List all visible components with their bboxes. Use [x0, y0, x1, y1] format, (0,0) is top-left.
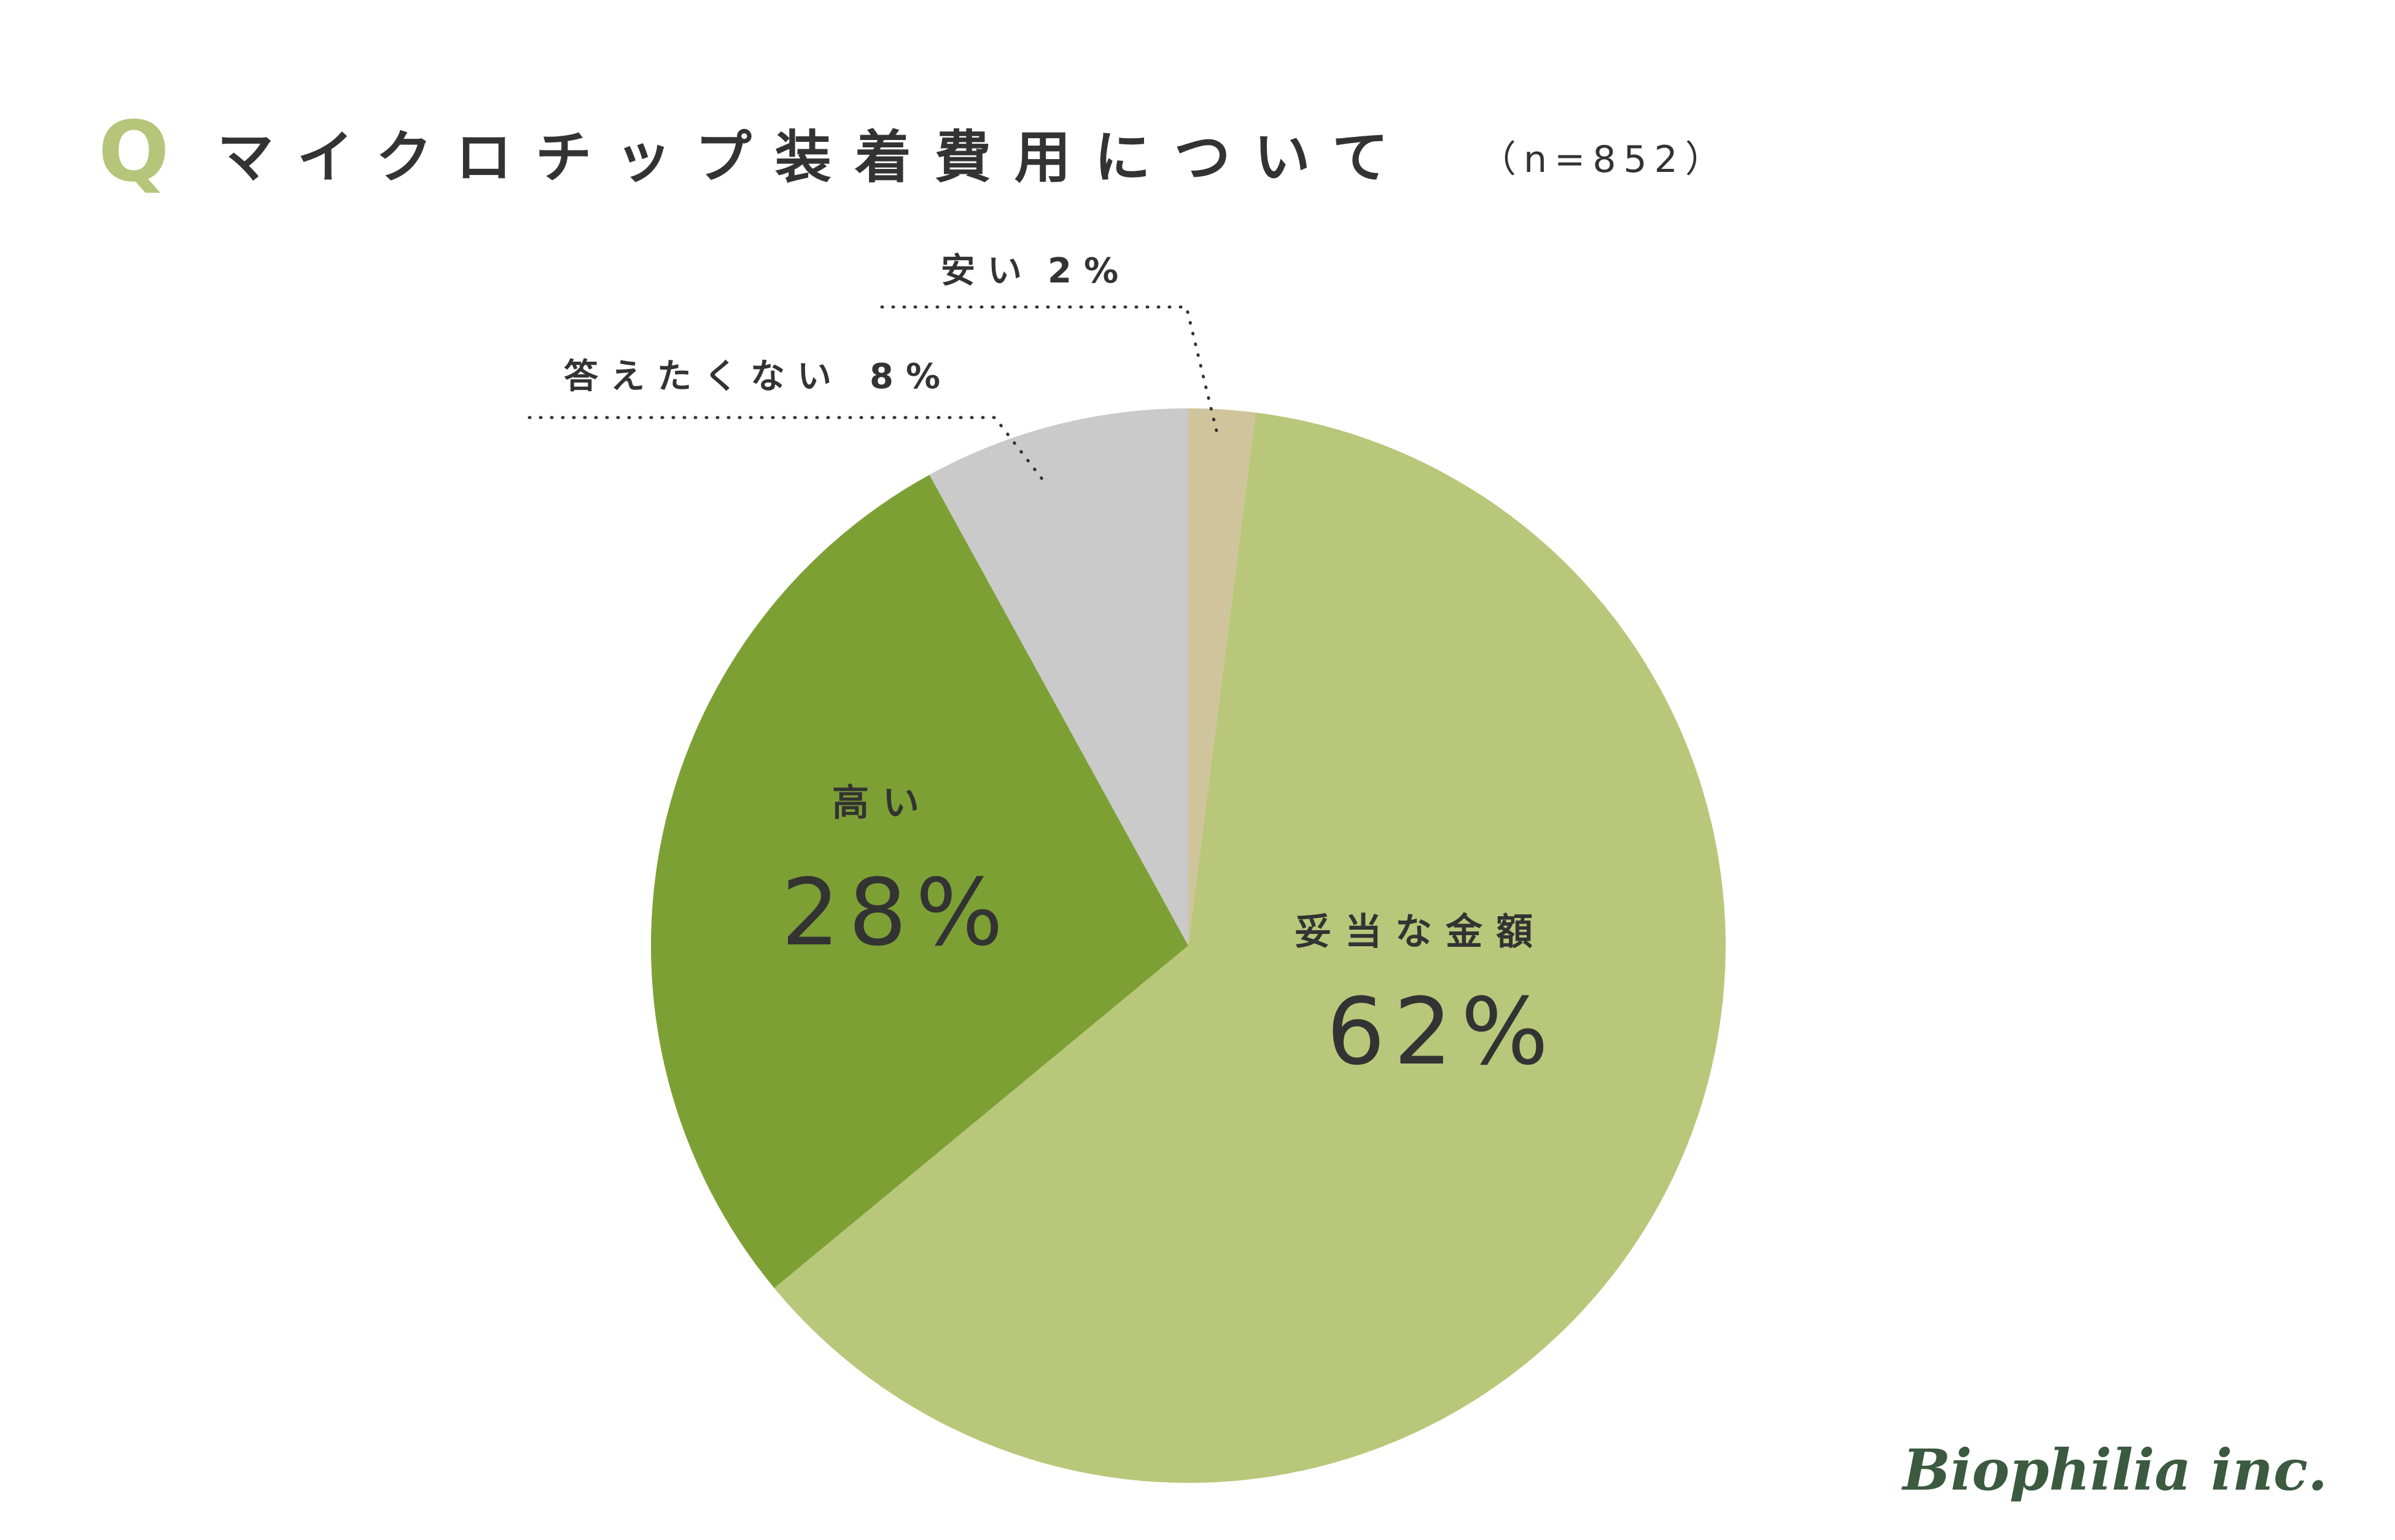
leader-line-cheap: [880, 305, 1219, 435]
chart-header: Q マイクロチップ装着費用について （n=852）: [98, 109, 1729, 195]
pie-slice-2: [650, 475, 1188, 1288]
pie-slice-3: [929, 408, 1188, 946]
label-cheap-name: 安い: [941, 251, 1034, 291]
pie-slices: [650, 408, 1726, 1483]
label-high-value: 28%: [781, 860, 1011, 966]
leader-line-no-answer: [528, 416, 1046, 483]
label-no-answer-name: 答えたくない: [564, 357, 844, 397]
company-logo: Biophilia inc.: [1902, 1437, 2327, 1503]
label-high-name: 高い: [832, 782, 933, 825]
label-cheap-value: 2%: [1048, 251, 1131, 291]
leader-lines: [528, 305, 1219, 483]
pie-slice-0: [1188, 408, 1256, 946]
label-no-answer-value: 8%: [870, 357, 952, 397]
label-fair-name: 妥当な金額: [1295, 911, 1546, 954]
label-fair-value: 62%: [1326, 979, 1557, 1086]
chart-title: マイクロチップ装着費用について: [217, 124, 1412, 190]
sample-size: （n=852）: [1479, 138, 1729, 181]
pie-slice-1: [774, 412, 1726, 1483]
question-mark: Q: [98, 104, 169, 201]
